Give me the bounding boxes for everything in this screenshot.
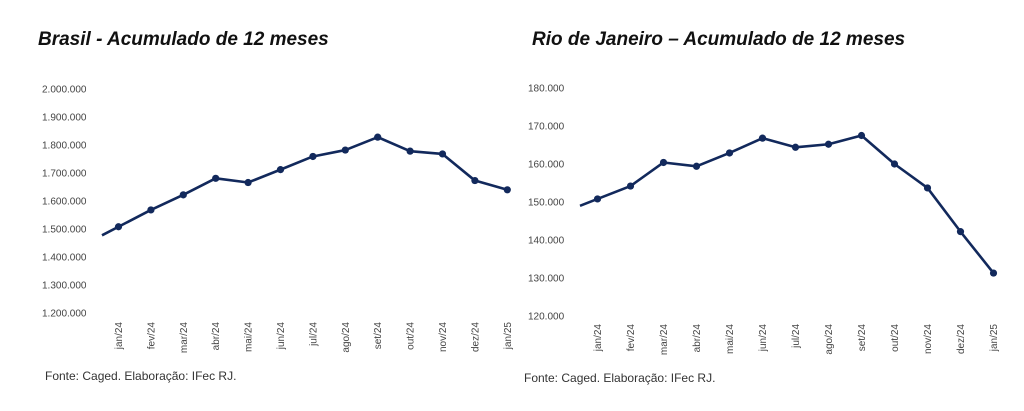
y-tick-label: 150.000	[528, 198, 565, 209]
x-tick-label: abr/24	[692, 324, 703, 353]
x-tick-label: ago/24	[824, 324, 835, 355]
data-point	[890, 160, 899, 168]
x-tick-label: fev/24	[146, 322, 157, 350]
x-tick-label: out/24	[406, 322, 417, 350]
y-tick-label: 1.900.000	[42, 113, 87, 124]
x-tick-label: mar/24	[659, 324, 670, 356]
data-point	[626, 182, 635, 190]
data-point	[989, 269, 998, 277]
x-tick-label: mai/24	[725, 324, 736, 354]
y-tick-label: 1.500.000	[42, 225, 87, 236]
line-chart-rio: 120.000 130.000 140.000 150.000 160.000 170.0…	[528, 84, 1000, 356]
x-tick-label: mai/24	[244, 322, 255, 352]
y-tick-label: 1.700.000	[42, 169, 87, 180]
y-tick-label: 160.000	[528, 160, 565, 171]
y-tick-label: 120.000	[528, 312, 565, 323]
data-point	[114, 223, 123, 231]
data-point	[471, 176, 479, 185]
data-point	[692, 162, 701, 170]
series-line	[579, 134, 995, 274]
data-point	[725, 149, 734, 157]
data-point	[659, 158, 668, 167]
data-point	[276, 166, 285, 174]
series-line	[101, 135, 508, 237]
x-tick-label: out/24	[890, 324, 901, 352]
y-tick-label: 2.000.000	[42, 85, 87, 96]
x-tick-label: mar/24	[179, 322, 190, 354]
y-tick-label: 130.000	[528, 274, 565, 285]
data-point	[923, 184, 932, 192]
x-tick-label: jan/25	[989, 324, 1000, 353]
x-tick-label: jan/24	[593, 324, 604, 353]
x-tick-label: nov/24	[438, 322, 449, 352]
data-point	[593, 195, 602, 203]
y-tick-label: 1.200.000	[42, 309, 87, 320]
chart-title-brasil: Brasil - Acumulado de 12 meses	[38, 29, 329, 50]
data-point	[956, 228, 965, 236]
x-tick-label: jul/24	[791, 324, 802, 349]
data-point	[309, 152, 317, 161]
x-tick-label: dez/24	[956, 324, 967, 354]
x-tick-label: dez/24	[470, 322, 481, 352]
x-tick-label: ago/24	[341, 322, 352, 353]
x-tick-label: jun/24	[276, 322, 287, 351]
data-point	[244, 178, 252, 187]
y-tick-label: 1.800.000	[42, 141, 87, 152]
line-chart-brasil: 1.200.000 1.300.000 1.400.000 1.500.000 1.60…	[42, 85, 514, 354]
data-point	[758, 134, 767, 142]
data-point	[179, 191, 187, 199]
data-point	[147, 206, 155, 214]
data-point	[374, 133, 382, 141]
data-point	[212, 174, 220, 182]
data-point	[824, 140, 833, 148]
x-tick-label: jun/24	[758, 324, 769, 353]
x-tick-label: jan/24	[114, 322, 125, 351]
y-tick-label: 140.000	[528, 236, 565, 247]
data-point	[406, 147, 414, 155]
source-note-brasil: Fonte: Caged. Elaboração: IFec RJ.	[45, 369, 237, 383]
x-tick-label: jan/25	[503, 322, 514, 351]
x-tick-label: set/24	[373, 322, 384, 350]
y-tick-label: 1.400.000	[42, 253, 87, 264]
y-tick-label: 180.000	[528, 84, 565, 95]
data-point	[857, 131, 866, 140]
y-tick-label: 1.300.000	[42, 281, 87, 292]
x-tick-label: set/24	[857, 324, 868, 352]
data-point	[503, 186, 511, 194]
x-tick-label: nov/24	[923, 324, 934, 354]
chart-title-rio: Rio de Janeiro – Acumulado de 12 meses	[532, 29, 906, 50]
source-note-rio: Fonte: Caged. Elaboração: IFec RJ.	[524, 371, 716, 385]
data-point	[438, 150, 447, 158]
data-point	[791, 143, 800, 151]
x-tick-label: abr/24	[211, 322, 222, 351]
x-tick-label: jul/24	[308, 322, 319, 347]
y-tick-label: 170.000	[528, 122, 565, 133]
y-tick-label: 1.600.000	[42, 197, 87, 208]
x-tick-label: fev/24	[626, 324, 637, 352]
data-point	[341, 146, 349, 154]
